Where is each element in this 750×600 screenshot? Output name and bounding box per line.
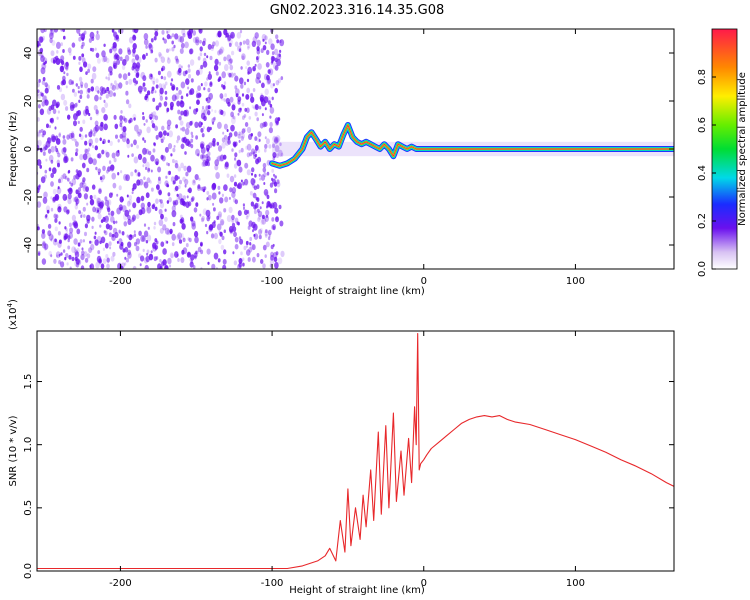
spectrogram-xtick-label: -100 (261, 276, 284, 287)
colorbar: 0.0 0.2 0.4 0.6 0.8 Normalized spectral ampl… (697, 28, 748, 277)
snr-xlabel: Height of straight line (km) (289, 585, 425, 596)
snr-series-line (37, 332, 674, 570)
colorbar-tick-label: 0.8 (697, 69, 708, 85)
snr-plot-area (37, 332, 674, 570)
spectrogram-ytick-label: -20 (23, 189, 34, 205)
snr-frame (36, 330, 675, 572)
svg-text:(x104): (x104) (6, 299, 19, 330)
colorbar-label: Normalized spectral amplitude (737, 72, 748, 226)
spectrogram-ytick-label: 40 (23, 47, 34, 60)
snr-ytick-label: 1.0 (23, 437, 34, 453)
colorbar-tick-label: 0.0 (697, 261, 708, 277)
snr-axes: -200 -100 0 100 0.0 0.5 1.0 1.5 (23, 331, 674, 589)
spectrogram-ytick-label: 0 (23, 146, 34, 152)
snr-xtick-label: 100 (566, 578, 585, 589)
figure-title: GN02.2023.316.14.35.G08 (270, 3, 445, 18)
spectrogram-ytick-label: -40 (23, 237, 34, 253)
colorbar-tick-label: 0.6 (697, 117, 708, 133)
snr-multiplier-exp: 4 (6, 302, 14, 307)
snr-ytick-label: 0.5 (23, 500, 34, 516)
spectrogram-ytick-label: 20 (23, 95, 34, 108)
spectrogram-plot-area (37, 29, 674, 269)
colorbar-gradient (711, 28, 738, 270)
snr-xtick-label: -100 (261, 578, 284, 589)
ridge-peak (271, 124, 674, 167)
spectrogram-xtick-label: 100 (566, 276, 585, 287)
colorbar-tick-label: 0.2 (697, 213, 708, 229)
spectrogram-ylabel: Frequency (Hz) (8, 111, 19, 187)
snr-xtick-label: -200 (109, 578, 132, 589)
snr-ylabel: SNR (10 * v/v) (8, 415, 19, 486)
snr-panel: -200 -100 0 100 0.0 0.5 1.0 1.5 Height of strai… (6, 299, 675, 596)
spectrogram-xtick-label: 0 (421, 276, 427, 287)
snr-multiplier-base: (x10 (8, 307, 19, 330)
snr-multiplier: (x104) (6, 299, 19, 330)
colorbar-tick-label: 0.4 (697, 165, 708, 181)
colorbar-ticks: 0.0 0.2 0.4 0.6 0.8 (697, 69, 716, 277)
spectrogram-xlabel: Height of straight line (km) (289, 286, 425, 297)
snr-xtick-label: 0 (421, 578, 427, 589)
snr-ytick-label: 1.5 (23, 374, 34, 390)
snr-ytick-label: 0.0 (23, 563, 34, 579)
noise-speckle (37, 29, 285, 269)
spectrogram-xtick-label: -200 (109, 276, 132, 287)
